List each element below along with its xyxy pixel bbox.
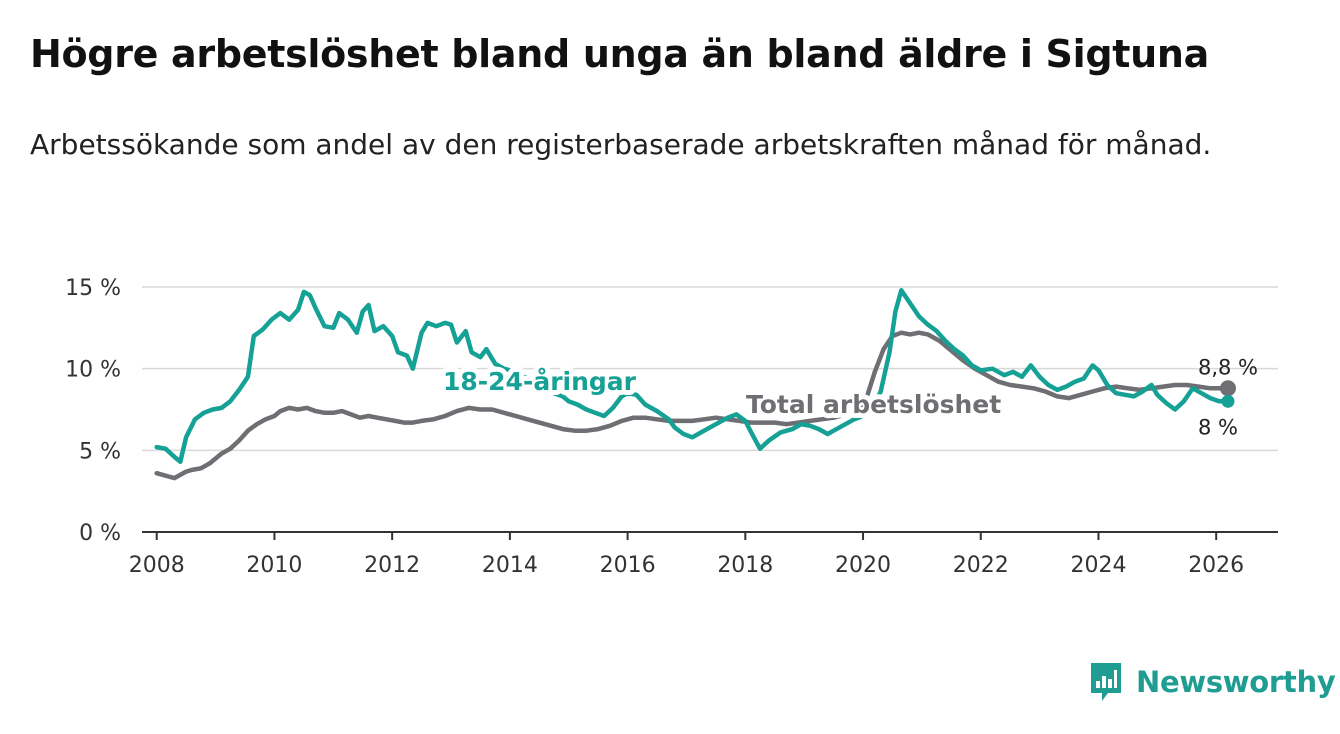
end-value-youth: 8 % xyxy=(1198,415,1238,439)
series-labels: 18-24-åringar Total arbetslöshet 8,8 % 8 % xyxy=(438,355,1258,439)
x-tick-label: 2014 xyxy=(482,553,538,578)
chart-subtitle: Arbetssökande som andel av den registerb… xyxy=(30,128,1212,161)
series-label-youth: 18-24-åringar xyxy=(443,367,637,396)
end-value-total: 8,8 % xyxy=(1198,355,1258,379)
y-tick-label: 10 % xyxy=(65,358,121,383)
x-tick-label: 2026 xyxy=(1188,553,1244,578)
y-tick-label: 0 % xyxy=(79,521,121,546)
series-line-youth xyxy=(154,288,1231,465)
series-lines xyxy=(154,288,1231,481)
x-tick-label: 2016 xyxy=(600,553,656,578)
series-line-total xyxy=(154,330,1231,481)
x-tick-label: 2018 xyxy=(717,553,773,578)
end-point-total xyxy=(1219,380,1236,397)
x-tick-label: 2012 xyxy=(364,553,420,578)
y-tick-label: 15 % xyxy=(65,276,121,301)
axes: 0 % 5 % 10 % 15 % 2008 2010 2012 2014 2016 2018 20… xyxy=(65,276,1278,578)
x-tick-label: 2024 xyxy=(1070,553,1126,578)
end-point-youth xyxy=(1221,394,1235,408)
series-label-total: Total arbetslöshet xyxy=(746,390,1001,419)
x-tick-label: 2020 xyxy=(835,553,891,578)
x-tick-label: 2022 xyxy=(953,553,1009,578)
chart-title: Högre arbetslöshet bland unga än bland ä… xyxy=(30,32,1209,76)
x-tick-label: 2008 xyxy=(129,553,185,578)
newsworthy-chart-icon xyxy=(1091,663,1121,701)
brand-name: Newsworthy xyxy=(1136,665,1336,699)
x-tick-label: 2010 xyxy=(246,553,302,578)
y-tick-label: 5 % xyxy=(79,439,121,464)
newsworthy-logo: Newsworthy xyxy=(1088,660,1336,704)
